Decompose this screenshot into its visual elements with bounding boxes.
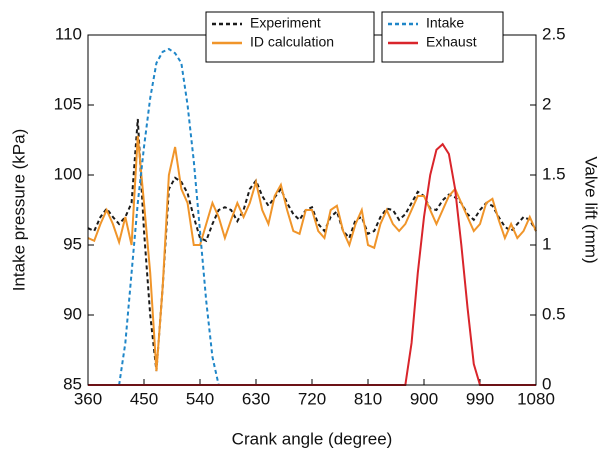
y-tick-label: 100 (54, 164, 82, 183)
x-tick-label: 720 (298, 389, 326, 408)
x-tick-label: 990 (466, 389, 494, 408)
y-tick-label: 110 (55, 24, 82, 43)
x-tick-label: 360 (74, 389, 102, 408)
legend: Experiment ID calculation (205, 11, 375, 63)
legend-label: Exhaust (426, 34, 477, 50)
y2-tick-label: 1 (542, 234, 551, 253)
legend-label: Intake (426, 15, 464, 31)
series-line (118, 47, 220, 386)
x-tick-label: 900 (410, 389, 438, 408)
y-tick-label: 90 (63, 304, 82, 323)
y-tick-label: 85 (63, 374, 82, 393)
legend: Intake Exhaust (381, 11, 504, 63)
y2-tick-label: 0 (542, 374, 551, 393)
y-tick-label: 105 (54, 94, 82, 113)
x-axis-label: Crank angle (degree) (232, 429, 393, 448)
y-axis-label: Intake pressure (kPa) (9, 129, 28, 292)
x-tick-label: 810 (354, 389, 382, 408)
y2-tick-label: 0.5 (542, 304, 566, 323)
y-tick-label: 95 (63, 234, 82, 253)
legend-label: ID calculation (250, 34, 334, 50)
legend-box (381, 11, 504, 63)
y2-tick-label: 2.5 (542, 24, 566, 43)
series-line (87, 118, 537, 372)
legend-box (205, 11, 375, 63)
y2-axis-label: Valve lift (mm) (582, 156, 601, 263)
x-tick-label: 1080 (517, 389, 555, 408)
x-tick-label: 540 (186, 389, 214, 408)
x-tick-label: 630 (242, 389, 270, 408)
y2-tick-label: 2 (542, 94, 551, 113)
legend-label: Experiment (250, 15, 321, 31)
x-tick-label: 450 (130, 389, 158, 408)
series-line (87, 135, 537, 372)
y2-tick-label: 1.5 (542, 164, 566, 183)
